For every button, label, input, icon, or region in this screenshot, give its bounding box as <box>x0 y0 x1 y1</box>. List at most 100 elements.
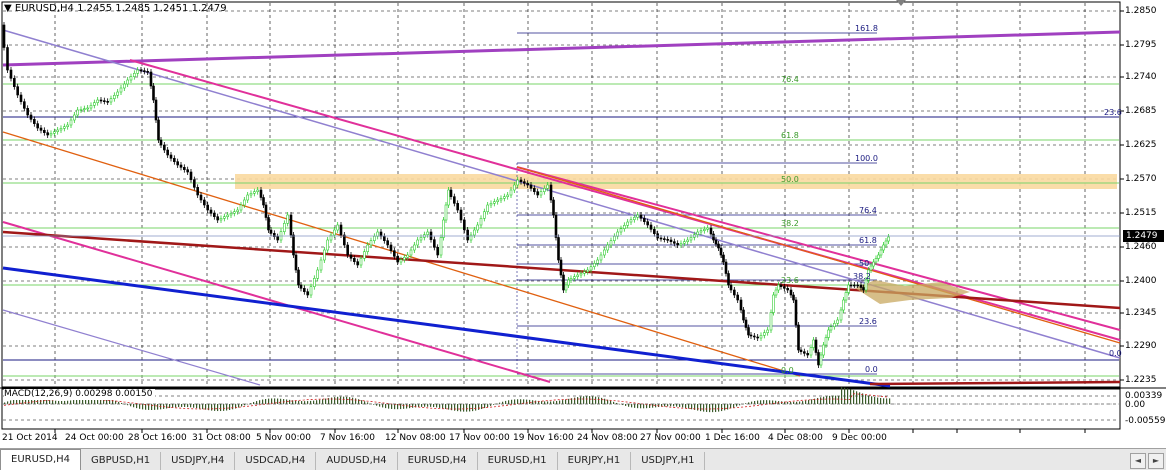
candle-body <box>409 249 413 256</box>
macd-bar <box>691 404 693 410</box>
macd-bar <box>712 404 714 413</box>
chart-tab[interactable]: GBPUSD,H1 <box>81 452 162 470</box>
shift-marker-icon[interactable] <box>896 0 906 6</box>
price-chart[interactable] <box>0 0 1166 448</box>
macd-bar <box>304 401 306 404</box>
macd-bar <box>400 404 402 410</box>
candle-body <box>719 247 723 256</box>
chart-tab[interactable]: EURUSD,H4 <box>398 452 478 470</box>
candle-body <box>292 234 295 256</box>
macd-bar <box>469 404 471 412</box>
macd-bar <box>16 398 18 404</box>
candle-body <box>779 284 783 287</box>
macd-bar <box>715 404 717 412</box>
macd-bar <box>226 404 228 411</box>
candlesticks <box>2 22 890 368</box>
macd-bar <box>754 401 756 404</box>
candle-body <box>286 214 289 224</box>
candle-body <box>76 109 79 116</box>
macd-bar <box>316 400 318 404</box>
candle-body <box>683 241 686 244</box>
macd-bar <box>565 399 567 404</box>
macd-bar <box>76 399 78 404</box>
macd-bar <box>823 396 825 404</box>
candle-body <box>847 284 850 293</box>
macd-bar <box>49 400 51 404</box>
macd-bar <box>250 403 252 404</box>
macd-bar <box>568 398 570 404</box>
tab-scroll-right-icon[interactable]: ► <box>1148 453 1164 469</box>
candle-body <box>533 188 536 192</box>
macd-bar <box>358 399 360 404</box>
chart-tab[interactable]: EURUSD,H4 <box>0 449 82 470</box>
macd-bar <box>472 404 474 412</box>
macd-bar <box>631 404 633 408</box>
candle-body <box>169 154 173 159</box>
macd-bar <box>214 404 216 411</box>
chart-tab[interactable]: AUDUSD,H4 <box>316 452 398 470</box>
candle-body <box>283 223 286 232</box>
chart-tab[interactable]: USDJPY,H1 <box>631 452 706 470</box>
macd-histogram <box>4 387 891 413</box>
macd-bar <box>709 404 711 413</box>
candle-body <box>859 284 863 288</box>
candle-body <box>249 193 253 196</box>
macd-bar <box>100 397 102 404</box>
macd-bar <box>259 400 261 404</box>
price-tick-label: 1.2570 <box>1125 174 1157 184</box>
chart-tab[interactable]: USDJPY,H4 <box>161 452 236 470</box>
chart-window[interactable]: ▼ EURUSD,H4 1.2455 1.2485 1.2451 1.2479 … <box>0 0 1166 448</box>
macd-bar <box>175 404 177 408</box>
candle-body <box>742 309 745 321</box>
candle-body <box>774 289 778 296</box>
candle-body <box>789 289 793 296</box>
time-tick-label: 19 Nov 16:00 <box>513 433 574 443</box>
candle-body <box>803 351 806 354</box>
candle-body <box>6 47 9 71</box>
macd-bar <box>232 404 234 410</box>
candle-body <box>442 219 445 238</box>
macd-bar <box>313 400 315 404</box>
macd-bar <box>55 400 57 404</box>
tab-scroll-left-icon[interactable]: ◄ <box>1130 453 1146 469</box>
macd-bar <box>67 400 69 404</box>
macd-bar <box>652 404 654 408</box>
macd-bar <box>142 404 144 410</box>
candle-body <box>86 107 89 110</box>
fib-label-navy: 50 <box>859 259 870 268</box>
macd-bar <box>46 399 48 404</box>
macd-bar <box>808 400 810 404</box>
candle-body <box>373 236 376 241</box>
candle-body <box>849 284 853 287</box>
macd-bar <box>706 404 708 412</box>
chart-tab[interactable]: EURJPY,H1 <box>558 452 632 470</box>
macd-bar <box>802 401 804 404</box>
macd-bar <box>685 404 687 408</box>
candle-body <box>456 203 459 211</box>
candle-body <box>69 119 73 126</box>
candle-body <box>887 236 890 242</box>
macd-bar <box>22 397 24 404</box>
candle-body <box>323 249 326 261</box>
price-tick-label: 1.2685 <box>1125 106 1157 116</box>
macd-bar <box>721 404 723 412</box>
candle-body <box>29 114 33 120</box>
macd-bar <box>604 398 606 404</box>
macd-bar <box>553 401 555 404</box>
macd-bar <box>886 398 888 404</box>
candle-body <box>39 127 43 131</box>
macd-bar <box>643 404 645 409</box>
candle-body <box>213 213 216 217</box>
macd-bar <box>268 398 270 404</box>
macd-bar <box>622 404 624 406</box>
macd-bar <box>112 399 114 404</box>
chart-tab[interactable]: USDCAD,H4 <box>235 452 317 470</box>
macd-bar <box>328 398 330 404</box>
macd-bar <box>628 404 630 407</box>
trendline-orange-lower <box>2 131 801 377</box>
candle-body <box>722 254 725 263</box>
macd-bar <box>880 398 882 404</box>
chart-tab[interactable]: EURUSD,H1 <box>478 452 558 470</box>
candle-body <box>699 230 703 233</box>
trendlines <box>2 29 1121 388</box>
